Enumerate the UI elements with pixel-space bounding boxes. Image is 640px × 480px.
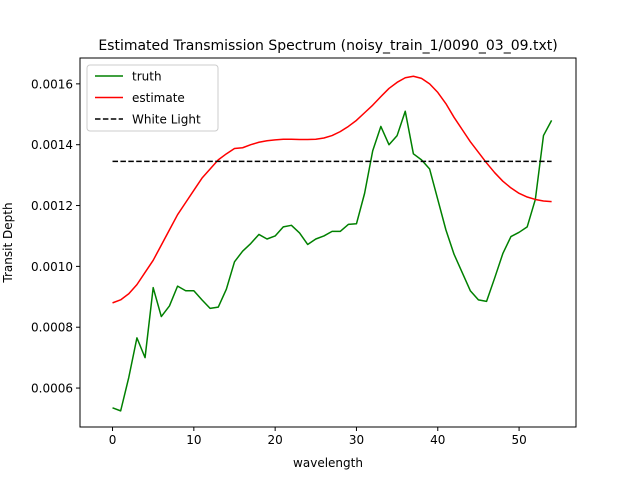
x-tick-label: 40	[430, 433, 445, 447]
y-axis-ticks: 0.0006 0.0008 0.0010 0.0012 0.0014 0.0016	[31, 77, 80, 396]
x-tick-label: 50	[511, 433, 526, 447]
x-tick-label: 0	[109, 433, 117, 447]
x-axis-ticks: 0 10 20 30 40 50	[109, 427, 527, 447]
legend-label: truth	[132, 70, 162, 84]
y-tick-label: 0.0016	[31, 77, 73, 91]
legend-label: estimate	[132, 91, 185, 105]
x-axis-title: wavelength	[293, 456, 363, 470]
series-line-truth	[112, 110, 553, 412]
x-tick-label: 30	[349, 433, 364, 447]
x-tick-label: 20	[268, 433, 283, 447]
y-tick-label: 0.0012	[31, 199, 73, 213]
legend-label: White Light	[132, 113, 201, 127]
y-axis-title: Transit Depth	[1, 202, 15, 283]
y-tick-label: 0.0014	[31, 138, 73, 152]
y-tick-label: 0.0010	[31, 260, 73, 274]
series-line-estimate	[112, 75, 552, 304]
legend-box	[86, 64, 219, 132]
y-tick-label: 0.0006	[31, 382, 73, 396]
plot-frame	[79, 57, 577, 428]
legend: truth estimate White Light	[86, 64, 219, 132]
chart-title: Estimated Transmission Spectrum (noisy_t…	[98, 38, 557, 54]
y-tick-label: 0.0008	[31, 321, 73, 335]
x-tick-label: 10	[186, 433, 201, 447]
series-layer	[112, 75, 553, 412]
